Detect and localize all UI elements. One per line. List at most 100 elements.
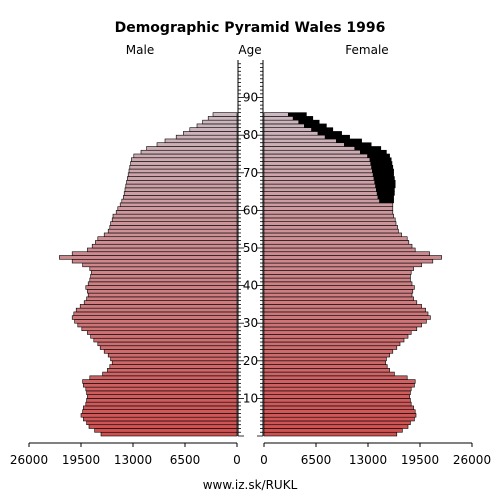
male-bar-age-31 <box>71 315 238 320</box>
female-bar-age-31 <box>263 315 431 320</box>
female-bar-age-60 <box>263 206 394 211</box>
male-bar-age-69 <box>127 172 238 177</box>
male-bar-age-17 <box>107 368 238 373</box>
male-bar-age-80 <box>183 131 238 136</box>
female-excess-age-74 <box>367 154 390 158</box>
female-bar-age-56 <box>263 221 397 226</box>
footer-url: www.iz.sk/RUKL <box>203 478 298 492</box>
female-bar-age-29 <box>263 322 422 328</box>
age-tick-label: 60 <box>243 203 258 217</box>
male-bar-age-51 <box>95 240 238 245</box>
male-bar-age-29 <box>77 322 238 328</box>
x-tick-label-male: 26000 <box>10 453 48 467</box>
male-bar-age-54 <box>107 228 238 234</box>
female-bar-age-12 <box>263 386 412 392</box>
male-bar-age-25 <box>93 337 238 343</box>
male-bar-age-68 <box>127 176 238 181</box>
age-tick-label: 40 <box>243 279 258 293</box>
female-bar-age-45 <box>263 262 422 268</box>
male-bar-age-36 <box>86 296 238 301</box>
male-bar-age-23 <box>99 345 238 350</box>
x-axis-female: 0 6500 13000 19500 26000 <box>260 442 491 467</box>
male-bar-age-59 <box>115 210 238 215</box>
male-bar-age-78 <box>164 138 238 144</box>
age-tick-label: 10 <box>243 391 258 405</box>
male-bar-age-58 <box>112 213 238 219</box>
female-excess-age-73 <box>369 157 392 162</box>
female-excess-age-71 <box>371 165 393 170</box>
female-bar-age-36 <box>263 296 414 301</box>
male-bar-age-65 <box>124 187 238 192</box>
female-bar-age-54 <box>263 228 399 234</box>
female-excess-age-81 <box>311 127 333 132</box>
male-bar-age-52 <box>97 236 238 241</box>
female-bar-age-13 <box>263 383 415 388</box>
x-tick-label-female: 19500 <box>401 453 439 467</box>
x-tick-label-male: 13000 <box>114 453 152 467</box>
male-bar-age-40 <box>87 281 238 286</box>
male-label: Male <box>126 43 154 57</box>
male-bar-age-6 <box>82 409 238 414</box>
age-axis: 10 20 30 40 50 60 70 80 90 <box>237 60 264 437</box>
male-bar-age-9 <box>86 398 238 403</box>
female-bar-age-9 <box>263 398 411 403</box>
male-bar-age-56 <box>110 221 238 226</box>
female-excess-age-66 <box>375 184 396 188</box>
male-bar-age-62 <box>121 198 238 204</box>
male-bar-age-77 <box>156 142 238 147</box>
age-label: Age <box>238 43 261 57</box>
male-bar-age-11 <box>86 390 238 395</box>
female-excess-age-76 <box>354 146 381 151</box>
female-bar-age-16 <box>263 371 395 377</box>
female-excess-age-69 <box>372 172 394 177</box>
male-bar-age-70 <box>128 168 238 174</box>
female-bars-group <box>263 112 442 437</box>
female-bar-age-33 <box>263 307 426 313</box>
female-bar-age-24 <box>263 341 401 347</box>
female-bar-age-18 <box>263 364 388 369</box>
female-excess-age-80 <box>317 131 342 136</box>
female-excess-age-83 <box>298 120 320 124</box>
female-bar-age-52 <box>263 236 408 241</box>
x-axis-male: 26000 19500 13000 6500 0 <box>10 442 241 467</box>
male-bar-age-13 <box>83 383 238 388</box>
male-bar-age-82 <box>196 123 238 128</box>
female-bar-age-46 <box>263 258 434 264</box>
male-bar-age-30 <box>74 319 238 324</box>
male-bar-age-27 <box>87 330 238 335</box>
male-bar-age-73 <box>131 157 238 162</box>
male-bar-age-33 <box>75 307 238 313</box>
female-bar-age-6 <box>263 409 416 414</box>
age-tick-label: 80 <box>243 128 258 142</box>
male-bar-age-4 <box>83 416 238 422</box>
female-excess-age-84 <box>292 116 313 121</box>
female-bar-age-15 <box>263 375 408 380</box>
female-bar-age-37 <box>263 292 413 298</box>
male-bar-age-0 <box>100 431 238 437</box>
male-bar-age-83 <box>202 119 238 125</box>
female-bar-age-28 <box>263 326 418 332</box>
male-bar-age-5 <box>80 413 238 418</box>
female-excess-age-65 <box>376 187 395 192</box>
female-bar-age-2 <box>263 424 409 429</box>
female-bar-age-8 <box>263 401 412 407</box>
female-bar-age-27 <box>263 330 412 335</box>
female-excess-age-82 <box>304 123 327 128</box>
female-bar-age-5 <box>263 413 417 418</box>
male-bar-age-48 <box>71 251 238 256</box>
female-bar-age-35 <box>263 300 418 305</box>
female-bar-age-65 <box>263 187 395 192</box>
female-bar-age-55 <box>263 225 398 230</box>
female-label: Female <box>345 43 388 57</box>
female-bar-age-63 <box>263 195 394 200</box>
age-tick-label: 70 <box>243 166 258 180</box>
age-tick-label: 90 <box>243 91 258 105</box>
female-bar-age-1 <box>263 428 403 433</box>
male-bar-age-19 <box>111 360 238 365</box>
male-bar-age-57 <box>111 217 238 222</box>
male-bar-age-39 <box>85 285 238 290</box>
female-bar-age-64 <box>263 191 395 196</box>
chart-title: Demographic Pyramid Wales 1996 <box>115 20 386 36</box>
female-bar-age-0 <box>263 431 398 437</box>
female-excess-age-72 <box>370 161 392 166</box>
